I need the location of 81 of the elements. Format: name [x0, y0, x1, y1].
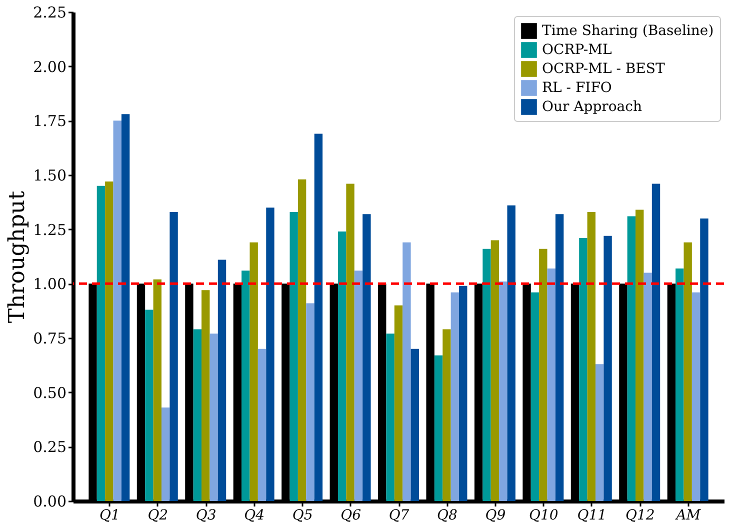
bar — [507, 205, 516, 501]
legend-label: OCRP-ML - BEST — [542, 61, 666, 77]
x-tick-label: Q12 — [625, 508, 655, 524]
bar — [113, 120, 122, 501]
bar — [346, 184, 354, 501]
bar — [153, 279, 162, 501]
bar — [482, 248, 491, 501]
bar — [434, 355, 443, 501]
bar — [604, 236, 612, 501]
bar — [539, 248, 548, 501]
x-tick-label: Q6 — [340, 508, 362, 524]
bar — [530, 292, 540, 501]
y-tick-label: 1.50 — [33, 166, 66, 184]
bar — [145, 310, 154, 501]
y-tick-label: 2.00 — [33, 58, 66, 76]
bar — [210, 334, 218, 501]
x-tick-label: AM — [674, 508, 702, 524]
y-tick-label: 0.75 — [33, 330, 66, 348]
bar — [354, 270, 363, 501]
legend-label: Time Sharing (Baseline) — [542, 23, 714, 39]
bar — [636, 210, 644, 501]
bar — [96, 186, 106, 501]
bar — [627, 216, 636, 501]
x-tick-label: Q7 — [388, 508, 410, 524]
y-tick-label: 0.50 — [33, 384, 66, 402]
y-tick-label: 0.00 — [33, 492, 66, 510]
bar — [170, 212, 178, 501]
bar — [676, 268, 684, 501]
legend-label: Our Approach — [542, 99, 642, 115]
bar — [644, 272, 652, 501]
bar — [338, 232, 346, 501]
x-tick-label: Q5 — [292, 508, 313, 524]
x-tick-label: Q2 — [148, 508, 168, 524]
y-tick-label: 2.25 — [33, 4, 66, 22]
bar — [459, 286, 468, 501]
bar — [105, 182, 114, 501]
bar — [684, 242, 692, 501]
bar — [450, 292, 460, 501]
bar — [218, 260, 226, 501]
legend-label: RL - FIFO — [542, 80, 612, 96]
bar — [298, 179, 306, 501]
bar — [250, 242, 258, 501]
y-tick-label: 1.00 — [33, 275, 66, 294]
x-tick-label: Q3 — [196, 508, 216, 524]
bar — [121, 114, 130, 501]
legend-label: OCRP-ML — [542, 42, 612, 58]
bar — [394, 305, 403, 501]
bar — [692, 292, 700, 501]
bar — [579, 238, 588, 501]
bar — [652, 184, 660, 501]
bar — [499, 281, 508, 501]
bar — [555, 214, 564, 501]
x-tick-label: Q9 — [485, 508, 506, 524]
bar — [362, 214, 371, 501]
bar — [547, 268, 556, 501]
bar — [193, 329, 202, 501]
bar — [242, 270, 250, 501]
bar — [306, 303, 314, 501]
bar — [442, 329, 451, 501]
bar — [410, 348, 419, 501]
bar — [490, 240, 500, 501]
bar — [202, 290, 210, 501]
y-tick-label: 1.75 — [33, 112, 66, 130]
x-tick-label: Q8 — [437, 508, 458, 524]
bar — [700, 218, 708, 501]
bar — [161, 408, 170, 501]
y-tick-label: 0.25 — [33, 438, 66, 456]
bar — [266, 208, 274, 501]
bar — [258, 348, 266, 501]
x-tick-label: Q11 — [577, 508, 607, 524]
bar — [587, 212, 596, 501]
y-axis-title: Throughput — [5, 190, 30, 324]
x-tick-label: Q10 — [529, 508, 558, 524]
x-tick-label: Q4 — [244, 508, 265, 524]
bar — [314, 134, 323, 501]
bar — [402, 242, 411, 501]
y-tick-label: 1.25 — [33, 220, 66, 239]
bar — [290, 212, 298, 501]
x-tick-label: Q1 — [99, 508, 120, 524]
bar — [386, 334, 394, 501]
bar — [595, 364, 604, 501]
